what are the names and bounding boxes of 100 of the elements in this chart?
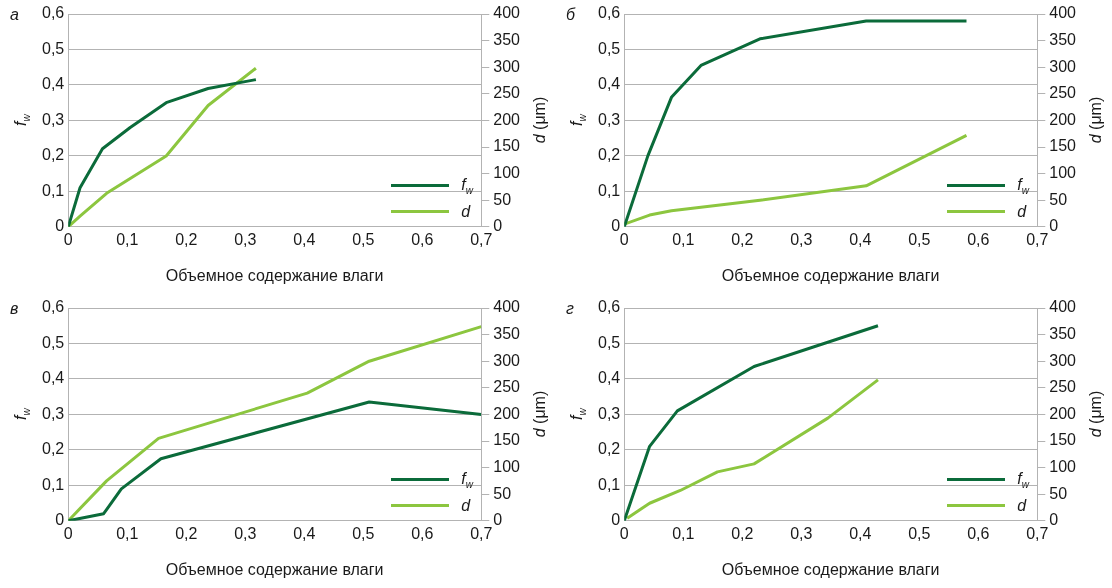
y-tick-label: 0,2	[597, 440, 621, 458]
y2-tick-label: 400	[493, 4, 521, 22]
y-tick-label: 0,5	[597, 39, 621, 57]
y2-tick-label: 150	[1049, 431, 1077, 449]
y-tick-label: 0,4	[597, 75, 621, 93]
x-tick-label: 0,5	[908, 230, 931, 248]
x-tick-label: 0,4	[849, 230, 872, 248]
legend-label: d	[461, 496, 471, 515]
y2-tick-label: 100	[1049, 458, 1077, 476]
y-tick-label: 0,3	[597, 404, 621, 422]
y-tick-label: 0,3	[41, 110, 65, 128]
y-tick-label: 0,5	[41, 333, 65, 351]
y2-tick-label: 50	[493, 484, 512, 502]
x-tick-label: 0,4	[849, 524, 872, 542]
x-tick-label: 0,6	[411, 524, 434, 542]
y2-tick-label: 300	[1049, 57, 1077, 75]
y2-tick-label: 150	[493, 137, 521, 155]
x-tick-label: 0,2	[731, 524, 754, 542]
y2-tick-label: 250	[493, 378, 521, 396]
y-tick-label: 0,2	[41, 146, 65, 164]
y-tick-label: 0,1	[41, 181, 65, 199]
y2-tick-label: 350	[493, 325, 521, 343]
y2-axis-title: d (μm)	[1086, 391, 1105, 438]
x-axis-title: Объемное содержание влаги	[721, 266, 940, 285]
chart-title: в	[10, 300, 19, 318]
x-tick-label: 0,5	[352, 524, 375, 542]
chart-title: г	[566, 300, 574, 318]
chart-title: б	[566, 6, 575, 24]
y-tick-label: 0,4	[41, 369, 65, 387]
y-tick-label: 0,1	[597, 181, 621, 199]
y2-tick-label: 200	[493, 404, 521, 422]
y2-tick-label: 150	[1049, 137, 1077, 155]
y2-tick-label: 0	[1049, 217, 1059, 235]
y2-tick-label: 100	[1049, 164, 1077, 182]
y2-tick-label: 0	[1049, 511, 1059, 529]
y-tick-label: 0	[611, 511, 621, 529]
x-tick-label: 0,6	[967, 230, 990, 248]
y-tick-label: 0,2	[41, 440, 65, 458]
x-tick-label: 0,7	[470, 230, 493, 248]
y-tick-label: 0,4	[597, 369, 621, 387]
legend-label: d	[461, 202, 471, 221]
x-axis-title: Объемное содержание влаги	[165, 266, 384, 285]
y2-tick-label: 400	[493, 298, 521, 316]
y2-tick-label: 250	[1049, 84, 1077, 102]
y-tick-label: 0,1	[597, 475, 621, 493]
y2-tick-label: 250	[493, 84, 521, 102]
y2-tick-label: 50	[1049, 484, 1068, 502]
x-tick-label: 0,3	[790, 524, 813, 542]
x-tick-label: 0,1	[672, 230, 695, 248]
y2-tick-label: 300	[493, 351, 521, 369]
y2-tick-label: 300	[493, 57, 521, 75]
y-tick-label: 0,2	[597, 146, 621, 164]
y-tick-label: 0,5	[41, 39, 65, 57]
y-tick-label: 0,6	[597, 298, 621, 316]
x-tick-label: 0,1	[672, 524, 695, 542]
legend-label: f$_{w}$	[461, 469, 473, 490]
y2-tick-label: 0	[493, 217, 503, 235]
y2-axis-title: d (μm)	[530, 97, 549, 144]
x-tick-label: 0,6	[967, 524, 990, 542]
y2-tick-label: 50	[1049, 190, 1068, 208]
y2-tick-label: 100	[493, 458, 521, 476]
y-tick-label: 0	[55, 217, 65, 235]
x-tick-label: 0,3	[234, 524, 257, 542]
y2-tick-label: 0	[493, 511, 503, 529]
y2-tick-label: 200	[493, 110, 521, 128]
x-axis-title: Объемное содержание влаги	[721, 560, 940, 579]
y-tick-label: 0,6	[41, 298, 65, 316]
y2-tick-label: 200	[1049, 110, 1077, 128]
y2-tick-label: 350	[493, 31, 521, 49]
y2-tick-label: 250	[1049, 378, 1077, 396]
y2-axis-title: d (μm)	[530, 391, 549, 438]
y-tick-label: 0,6	[597, 4, 621, 22]
y-tick-label: 0,3	[41, 404, 65, 422]
x-tick-label: 0,7	[1026, 524, 1049, 542]
legend-label: d	[1017, 496, 1027, 515]
y2-tick-label: 350	[1049, 31, 1077, 49]
y-tick-label: 0,1	[41, 475, 65, 493]
y2-tick-label: 50	[493, 190, 512, 208]
y2-tick-label: 400	[1049, 4, 1077, 22]
x-axis-title: Объемное содержание влаги	[165, 560, 384, 579]
y-tick-label: 0,5	[597, 333, 621, 351]
chart-title: а	[10, 6, 19, 24]
y2-tick-label: 400	[1049, 298, 1077, 316]
x-tick-label: 0,3	[234, 230, 257, 248]
y-tick-label: 0	[55, 511, 65, 529]
x-tick-label: 0,4	[293, 230, 316, 248]
x-tick-label: 0,2	[731, 230, 754, 248]
y2-axis-title: d (μm)	[1086, 97, 1105, 144]
x-tick-label: 0,2	[175, 524, 198, 542]
legend-label: f$_{w}$	[1017, 175, 1029, 196]
y2-tick-label: 350	[1049, 325, 1077, 343]
x-tick-label: 0,1	[116, 230, 139, 248]
x-tick-label: 0,3	[790, 230, 813, 248]
y2-tick-label: 100	[493, 164, 521, 182]
legend-label: f$_{w}$	[1017, 469, 1029, 490]
y2-tick-label: 200	[1049, 404, 1077, 422]
x-tick-label: 0,1	[116, 524, 139, 542]
x-tick-label: 0,4	[293, 524, 316, 542]
x-tick-label: 0,7	[1026, 230, 1049, 248]
y-tick-label: 0	[611, 217, 621, 235]
